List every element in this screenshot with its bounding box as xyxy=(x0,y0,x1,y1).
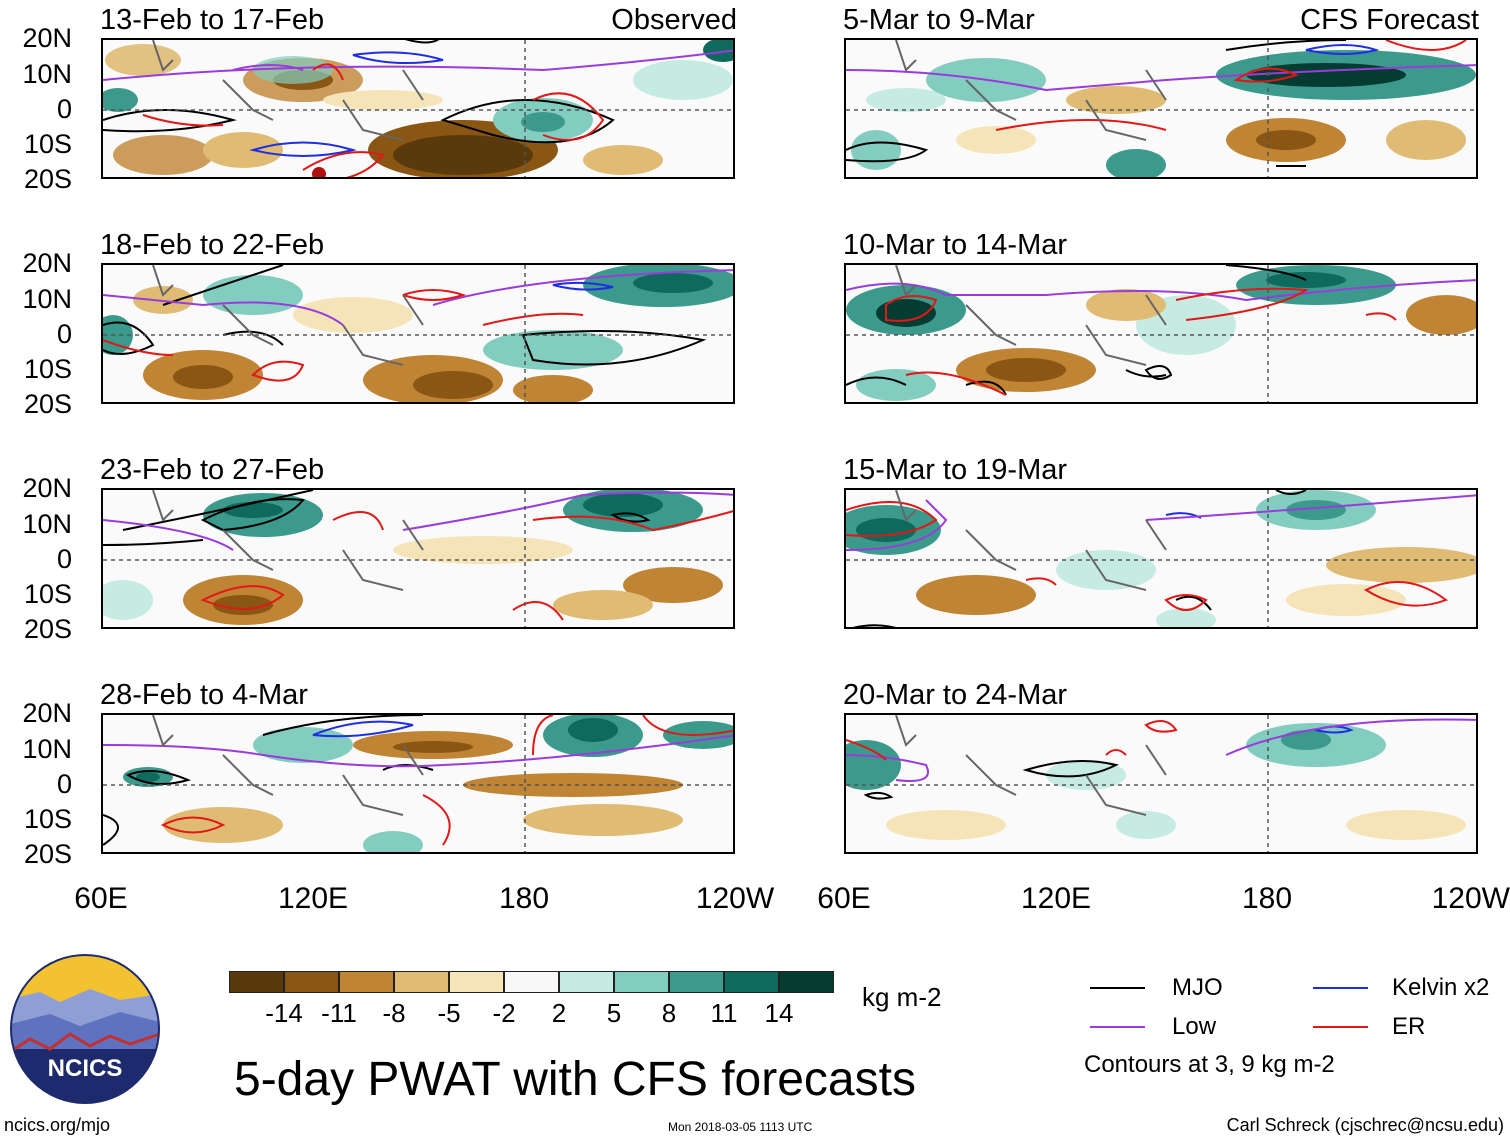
lat-label: 10S xyxy=(23,804,72,834)
lat-label: 0 xyxy=(56,769,72,799)
legend-line-low xyxy=(1090,1026,1145,1028)
panel-title: 28-Feb to 4-Mar xyxy=(100,679,308,711)
lat-label: 10N xyxy=(22,284,72,314)
colorbar-tick: -11 xyxy=(321,998,357,1028)
panel-title: 15-Mar to 19-Mar xyxy=(843,454,1068,486)
colorbar-swatch xyxy=(449,971,504,993)
colorbar-tick: 5 xyxy=(606,998,622,1028)
colorbar-swatch xyxy=(724,971,779,993)
lon-label: 60E xyxy=(817,882,871,915)
lat-label: 10N xyxy=(22,59,72,89)
lat-label: 20S xyxy=(23,164,72,194)
colorbar-units: kg m-2 xyxy=(862,982,942,1012)
colorbar-tick: 8 xyxy=(661,998,677,1028)
map-panel xyxy=(101,263,735,404)
legend-label-low: Low xyxy=(1172,1013,1217,1040)
map-panel xyxy=(101,38,735,179)
colorbar-tick: 14 xyxy=(764,998,794,1028)
colorbar-swatch xyxy=(669,971,724,993)
lon-label: 120E xyxy=(277,882,349,915)
panel-title: 18-Feb to 22-Feb xyxy=(100,229,325,261)
lat-label: 10S xyxy=(23,129,72,159)
panel-label-observed: Observed xyxy=(611,4,737,36)
lon-label: 120E xyxy=(1020,882,1092,915)
map-panel xyxy=(844,263,1478,404)
colorbar-swatch xyxy=(339,971,394,993)
lon-label: 180 xyxy=(1241,882,1293,915)
lat-label: 10N xyxy=(22,734,72,764)
colorbar-tick: -5 xyxy=(437,998,461,1028)
footer-credit: Carl Schreck (cjschrec@ncsu.edu) xyxy=(1226,1115,1504,1135)
colorbar-tick: 11 xyxy=(710,998,738,1028)
colorbar-swatch xyxy=(504,971,559,993)
legend-line-er xyxy=(1313,1026,1368,1028)
legend-label-mjo: MJO xyxy=(1172,974,1223,1001)
colorbar-tick: -14 xyxy=(265,998,303,1028)
map-panel xyxy=(844,713,1478,854)
lon-label: 120W xyxy=(695,882,775,915)
colorbar-swatch xyxy=(559,971,614,993)
lat-label: 10S xyxy=(23,579,72,609)
footer-site: ncics.org/mjo xyxy=(4,1115,111,1135)
footer-timestamp: Mon 2018-03-05 1113 UTC xyxy=(668,1120,813,1134)
lat-label: 20N xyxy=(22,248,72,278)
lat-label: 20N xyxy=(22,698,72,728)
panel-label-cfs-forecast: CFS Forecast xyxy=(1300,4,1479,36)
lon-label: 60E xyxy=(74,882,128,915)
lon-label: 180 xyxy=(498,882,550,915)
lat-label: 20N xyxy=(22,23,72,53)
main-title: 5-day PWAT with CFS forecasts xyxy=(234,1053,916,1106)
lat-label: 0 xyxy=(56,544,72,574)
lat-label: 0 xyxy=(56,319,72,349)
colorbar-tick: -8 xyxy=(382,998,406,1028)
colorbar-swatch xyxy=(229,971,284,993)
legend-label-kelvin: Kelvin x2 xyxy=(1392,974,1490,1001)
map-panel xyxy=(101,488,735,629)
colorbar-tick: -2 xyxy=(492,998,516,1028)
legend-note: Contours at 3, 9 kg m-2 xyxy=(1084,1051,1335,1078)
colorbar-swatch xyxy=(394,971,449,993)
lat-label: 20S xyxy=(23,389,72,419)
panel-title: 13-Feb to 17-Feb xyxy=(100,4,325,36)
panel-title: 10-Mar to 14-Mar xyxy=(843,229,1068,261)
ncics-logo: NCICS xyxy=(10,954,160,1104)
lon-label: 120W xyxy=(1431,882,1510,915)
logo-text: NCICS xyxy=(48,1055,123,1082)
map-panel xyxy=(101,713,735,854)
panel-title: 23-Feb to 27-Feb xyxy=(100,454,325,486)
lat-label: 10N xyxy=(22,509,72,539)
lat-label: 20S xyxy=(23,614,72,644)
panel-title: 5-Mar to 9-Mar xyxy=(843,4,1035,36)
colorbar-swatch xyxy=(284,971,339,993)
lat-label: 20S xyxy=(23,839,72,869)
colorbar-tick: 2 xyxy=(551,998,567,1028)
colorbar-swatch xyxy=(779,971,834,993)
panel-title: 20-Mar to 24-Mar xyxy=(843,679,1068,711)
lat-label: 10S xyxy=(23,354,72,384)
map-panel xyxy=(844,488,1478,629)
legend-label-er: ER xyxy=(1392,1013,1426,1040)
colorbar-swatch xyxy=(614,971,669,993)
lat-label: 0 xyxy=(56,94,72,124)
map-panel xyxy=(844,38,1478,179)
legend-line-kelvin xyxy=(1313,987,1368,989)
lat-label: 20N xyxy=(22,473,72,503)
legend-line-mjo xyxy=(1090,987,1145,989)
